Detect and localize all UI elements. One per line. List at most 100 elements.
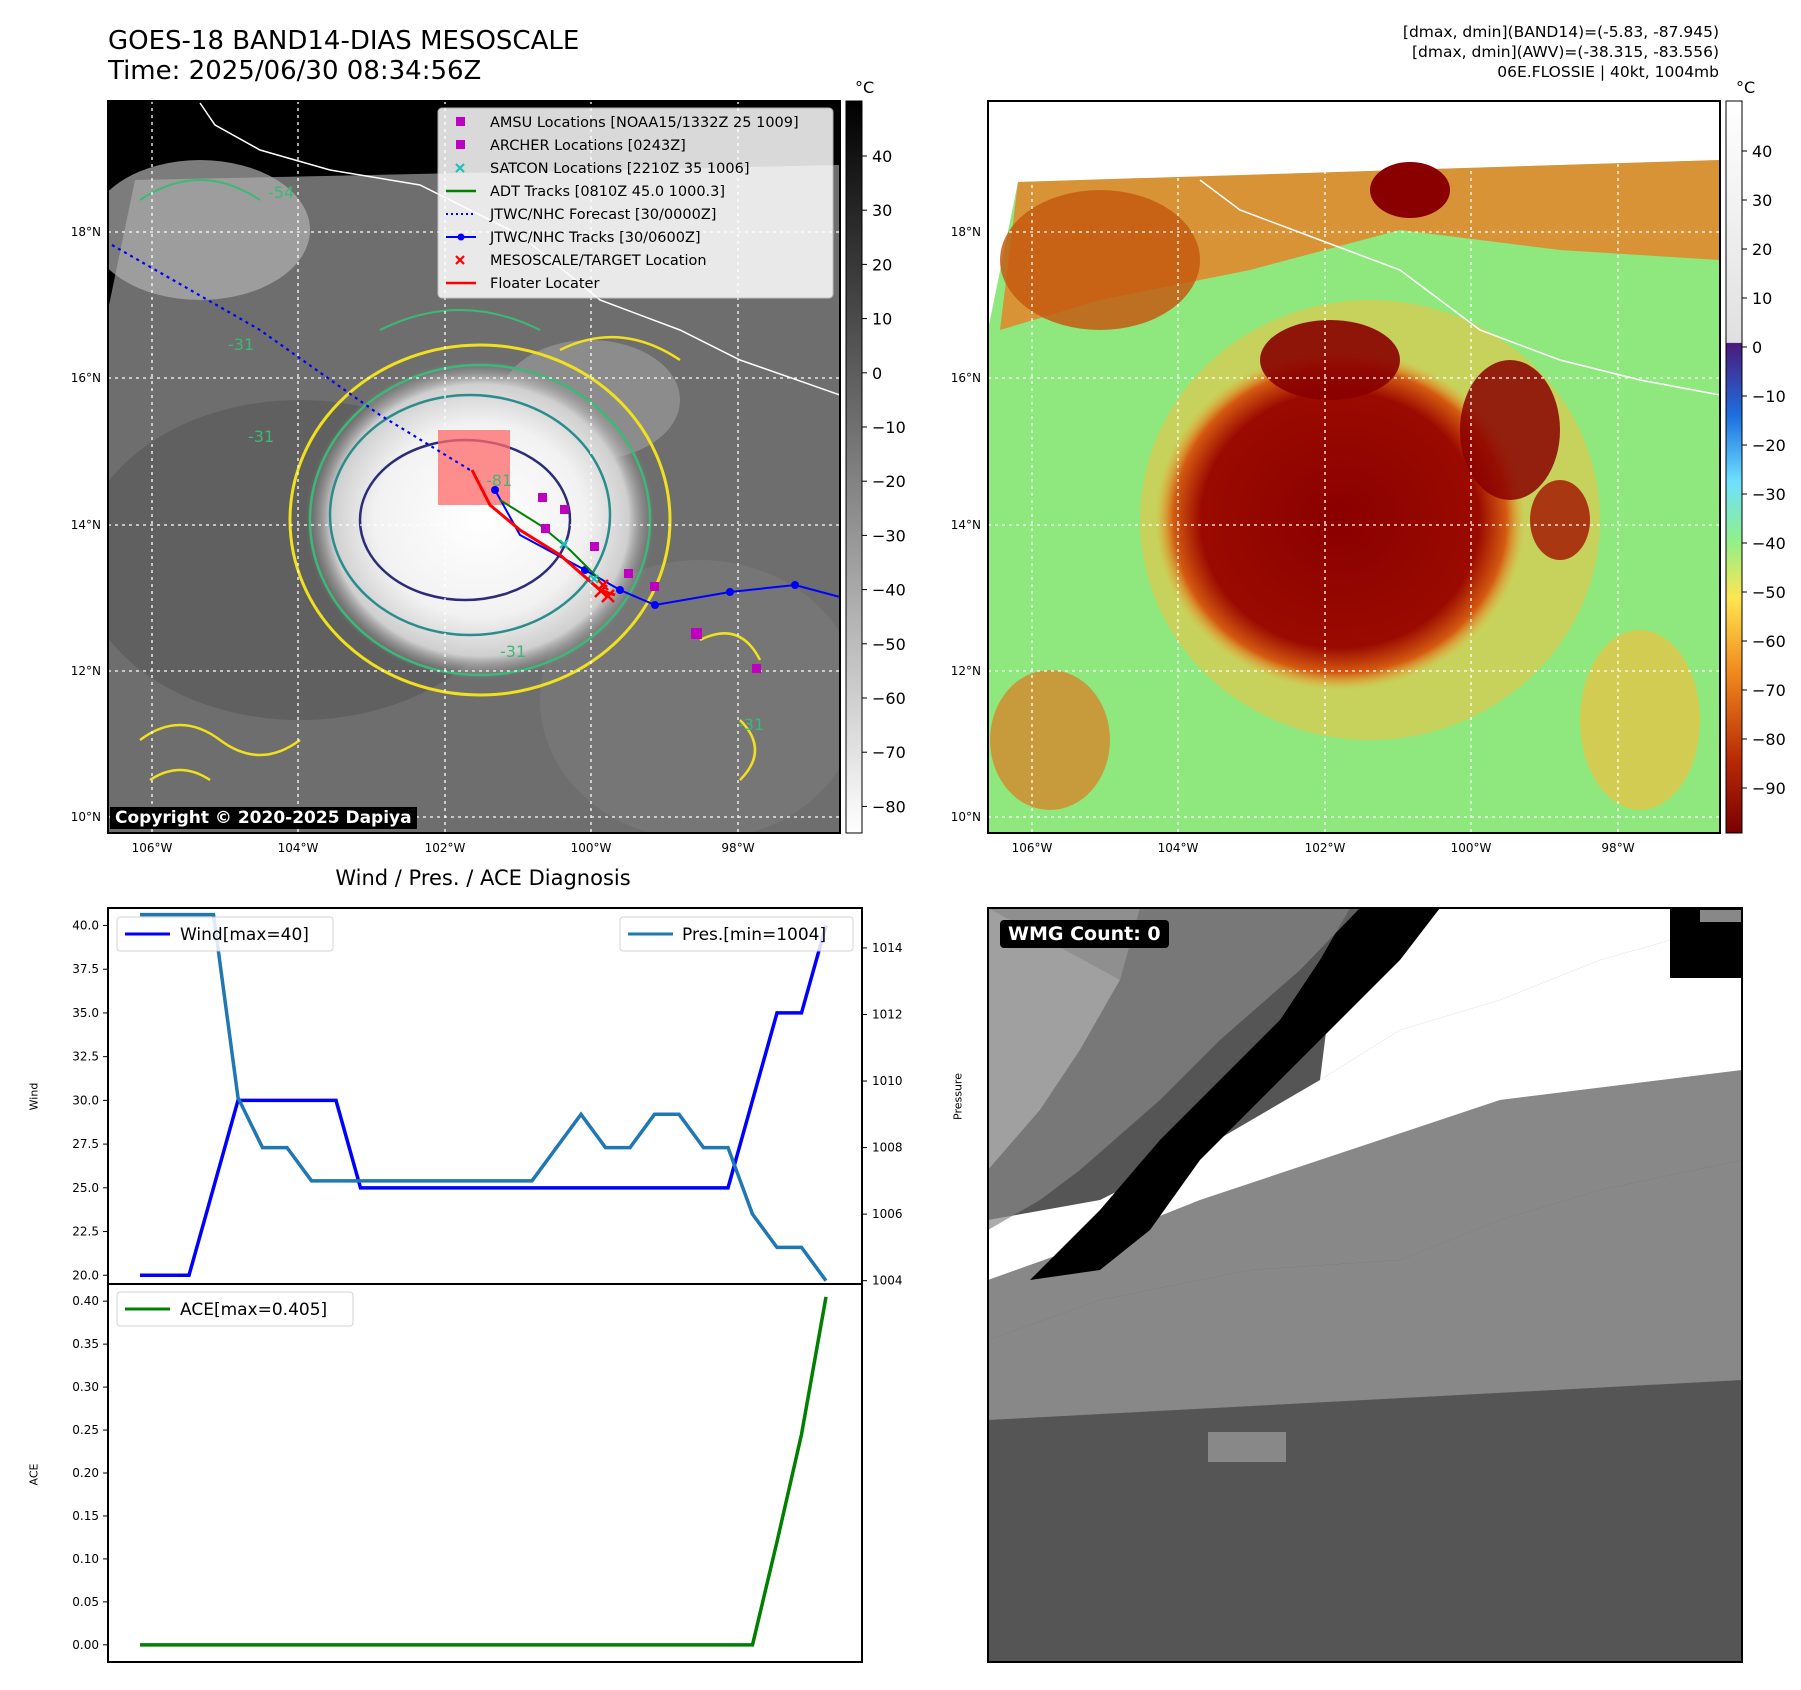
mesoscale-target-markers (594, 579, 615, 603)
floater-box (438, 430, 510, 505)
legend-marker-square (456, 117, 465, 126)
awv-colorbar-tick-label: −90 (1752, 779, 1786, 798)
pressure-legend-label: Pres.[min=1004] (682, 925, 826, 945)
awv-colorbar-tick-label: −30 (1752, 485, 1786, 504)
amsu-archer-markers (538, 493, 761, 673)
pressure-axis-tick-label: 1004 (872, 1274, 903, 1288)
pressure-legend-box (619, 916, 854, 952)
awv-map-frame (987, 100, 1721, 834)
awv-colorbar-tick-label: 30 (1752, 191, 1772, 210)
awv-colorbar-tick-label: −20 (1752, 436, 1786, 455)
awv-lat-tick-label: 12°N (951, 664, 981, 678)
wind-axis-tick-label: 30.0 (72, 1093, 99, 1107)
ir-colorbar-tick-label: −70 (872, 743, 906, 762)
awv-cell-c (1530, 480, 1590, 560)
awv-moist-southeast (1580, 630, 1700, 810)
awv-colorbar-unit: °C (1736, 78, 1756, 97)
ace-axis-tick-label: 0.30 (72, 1380, 99, 1394)
awv-lat-tick-label: 14°N (951, 518, 981, 532)
ir-colorbar-tick-label: −60 (872, 689, 906, 708)
wind-axis-tick-label: 37.5 (72, 962, 99, 976)
ir-lon-tick-label: 100°W (571, 841, 612, 855)
awv-colorbar-tick-label: 10 (1752, 289, 1772, 308)
wind-axis-tick-label: 27.5 (72, 1137, 99, 1151)
ace-legend-box (116, 1291, 354, 1327)
pressure-axis-tick-label: 1006 (872, 1207, 903, 1221)
ir-legend-items: AMSU Locations [NOAA15/1332Z 25 1009] ARC… (446, 115, 799, 292)
ir-colorbar-tick-label: −30 (872, 526, 906, 545)
pressure-series-line (140, 912, 828, 1282)
figure-title: GOES-18 BAND14-DIAS MESOSCALE (108, 26, 580, 56)
ir-colorbar-tick-label: −50 (872, 635, 906, 654)
satcon-markers (559, 539, 599, 584)
ir-lon-tick-label: 104°W (278, 841, 319, 855)
ir-colorbar-tick-label: 30 (872, 201, 892, 220)
awv-colorbar-tick-label: −80 (1752, 730, 1786, 749)
ir-contour-inner (328, 393, 612, 637)
chart-title: Wind / Pres. / ACE Diagnosis (335, 866, 631, 890)
ir-contour-fragments (139, 335, 762, 782)
jtwc-track-points (491, 486, 799, 609)
ace-axis-tick-label: 0.40 (72, 1294, 99, 1308)
ir-lon-tick-label: 98°W (721, 841, 754, 855)
ace-axis-tick-label: 0.35 (72, 1337, 99, 1351)
ir-lat-tick-label: 12°N (71, 664, 101, 678)
legend-entry-label: AMSU Locations [NOAA15/1332Z 25 1009] (490, 115, 799, 131)
ir-colorbar-tick-label: −20 (872, 472, 906, 491)
ace-axis-tick-label: 0.05 (72, 1595, 99, 1609)
awv-dry-northwest (1000, 190, 1200, 330)
wind-axis-tick-label: 25.0 (72, 1181, 99, 1195)
awv-lon-tick-label: 106°W (1012, 841, 1053, 855)
wmg-panel (988, 908, 1742, 1662)
legend-marker-dot (457, 233, 465, 241)
adt-track (499, 499, 601, 581)
legend-entry-label: JTWC/NHC Forecast [30/0000Z] (489, 207, 716, 223)
stats-awv: [dmax, dmin](AWV)=(-38.315, -83.556) (1412, 43, 1719, 61)
copyright-badge: Copyright © 2020-2025 Dapiya (110, 807, 417, 829)
wind-axis-tick-label: 40.0 (72, 918, 99, 932)
awv-cell-north (1370, 162, 1450, 218)
awv-coastline (1199, 179, 1720, 396)
ir-colorbar-tick-label: −40 (872, 581, 906, 600)
legend-entry-label: SATCON Locations [2210Z 35 1006] (490, 161, 749, 177)
wmg-corner-gray (1700, 910, 1742, 922)
awv-lon-tick-label: 104°W (1158, 841, 1199, 855)
awv-colorbar-tick-label: −70 (1752, 681, 1786, 700)
pressure-axis-tick-label: 1008 (872, 1141, 903, 1155)
wmg-band-white-north (1320, 908, 1742, 1080)
awv-colorbar-tick-label: −10 (1752, 387, 1786, 406)
wmg-band-gray-2 (988, 1070, 1742, 1340)
wind-legend-label: Wind[max=40] (180, 925, 309, 945)
ir-storm-core (305, 360, 655, 680)
ir-colorbar-tick-label: −80 (872, 797, 906, 816)
ir-contour-label: -31 (500, 642, 526, 661)
stats-band14: [dmax, dmin](BAND14)=(-5.83, -87.945) (1402, 23, 1719, 41)
ir-contour-label: -81 (486, 471, 512, 490)
ir-contour-outer (288, 343, 672, 697)
ir-lat-tick-label: 16°N (71, 371, 101, 385)
ir-contour-fragments-2 (139, 179, 541, 331)
legend-entry-label: ADT Tracks [0810Z 45.0 1000.3] (490, 184, 725, 200)
forecast-track (111, 244, 471, 471)
ace-axis-label: ACE (27, 1463, 41, 1486)
awv-cell-b (1460, 360, 1560, 500)
ir-colorbar-tick-label: 0 (872, 364, 882, 383)
wmg-band-mid (988, 908, 1360, 1230)
wind-axis-label: Wind (27, 1082, 41, 1111)
stats-storm: 06E.FLOSSIE | 40kt, 1004mb (1497, 63, 1719, 81)
pressure-axis-tick-label: 1012 (872, 1007, 903, 1021)
legend-marker-square (456, 140, 465, 149)
wind-axis-tick-label: 32.5 (72, 1050, 99, 1064)
legend-entry-label: ARCHER Locations [0243Z] (490, 138, 686, 154)
ace-axis-tick-label: 0.10 (72, 1552, 99, 1566)
awv-cell-a (1260, 320, 1400, 400)
legend-entry-label: JTWC/NHC Tracks [30/0600Z] (489, 230, 701, 246)
wmg-patch (1208, 1432, 1286, 1462)
ir-colorbar-unit: °C (855, 78, 875, 97)
wmg-band-light (988, 908, 1140, 1170)
chart-marks: 40.0 37.5 35.0 32.5 30.0 27.5 25.0 22.5 20.0 1014… (72, 912, 903, 1652)
awv-dry-north (1000, 160, 1720, 330)
awv-colorbar-tick-label: 0 (1752, 338, 1762, 357)
ir-colorbar-tick-label: −10 (872, 418, 906, 437)
ir-cloud-northwest (108, 160, 310, 300)
